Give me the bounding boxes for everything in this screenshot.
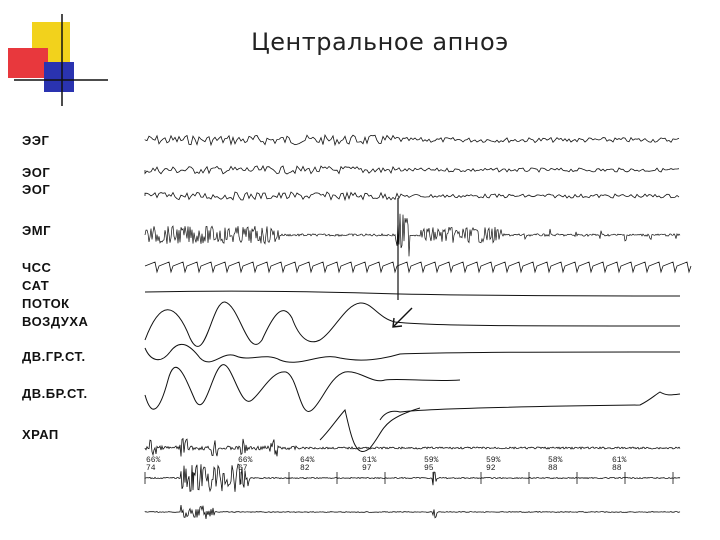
- channel-label-airflow-1: ПОТОК: [22, 296, 70, 311]
- sat-readout: 64% 82: [300, 456, 315, 473]
- sat-readout: 66% 74: [146, 456, 161, 473]
- trace-abdomen: [144, 364, 461, 412]
- channel-label-abdominal-movement: ДВ.БР.СТ.: [22, 386, 88, 401]
- channel-label-airflow-2: ВОЗДУХА: [22, 314, 89, 329]
- sat-readout: 61% 97: [362, 456, 377, 473]
- trace-event-2: [144, 505, 681, 520]
- sat-readout: 66% 67: [238, 456, 253, 473]
- slide-title: Центральное апноэ: [251, 28, 509, 56]
- trace-abdomen-upper: [379, 391, 681, 421]
- trace-eog-2: [144, 191, 680, 202]
- apnea-arrow-icon: [392, 307, 413, 328]
- sat-readout: 58% 88: [548, 456, 563, 473]
- channel-labels: ЭЭГ ЭОГ ЭОГ ЭМГ ЧСС САТ ПОТОК ВОЗДУХА ДВ…: [0, 0, 140, 540]
- channel-label-snore: ХРАП: [22, 427, 59, 442]
- trace-chest: [144, 343, 681, 363]
- channel-label-eog-1: ЭОГ: [22, 165, 51, 180]
- trace-snore: [144, 437, 681, 457]
- trace-airflow-rise: [319, 407, 421, 452]
- channel-label-eeg: ЭЭГ: [22, 133, 50, 148]
- channel-label-sat: САТ: [22, 278, 50, 293]
- trace-emg: [144, 213, 681, 257]
- trace-sat: [144, 290, 681, 297]
- trace-event-1: [144, 463, 681, 493]
- sat-readout: 61% 88: [612, 456, 627, 473]
- sat-readout: 59% 95: [424, 456, 439, 473]
- trace-eog-1: [144, 165, 680, 175]
- deco-square-blue: [44, 62, 74, 92]
- sat-readout: 59% 92: [486, 456, 501, 473]
- channel-label-chest-movement: ДВ.ГР.СТ.: [22, 349, 86, 364]
- deco-square-red: [8, 48, 48, 78]
- channel-label-emg: ЭМГ: [22, 223, 51, 238]
- trace-eeg: [144, 133, 680, 147]
- channel-label-eog-2: ЭОГ: [22, 182, 51, 197]
- corner-decoration: [8, 14, 108, 106]
- trace-airflow: [144, 301, 681, 347]
- trace-heart-rate: [144, 261, 692, 274]
- channel-label-heart-rate: ЧСС: [22, 260, 52, 275]
